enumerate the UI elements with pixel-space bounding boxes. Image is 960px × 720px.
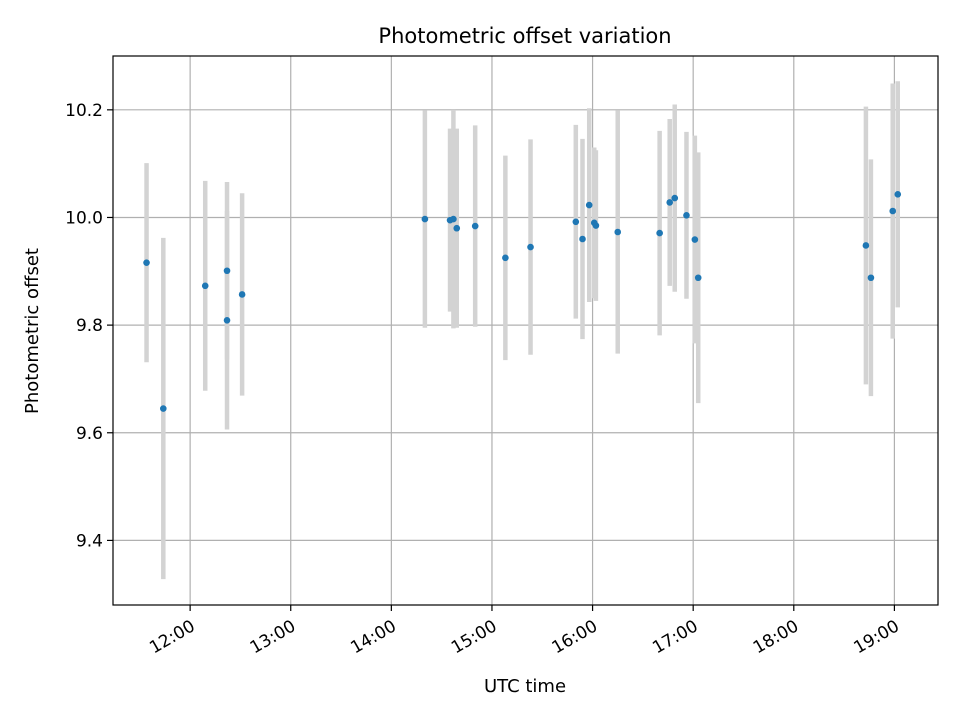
data-point	[453, 224, 461, 232]
data-point	[579, 235, 586, 243]
data-point	[671, 194, 679, 202]
data-point	[527, 243, 534, 251]
data-points	[143, 191, 902, 412]
y-axis-ticks: 9.4 9.6 9.8 10.0 10.2	[65, 101, 113, 551]
data-point	[143, 259, 150, 266]
chart-title: Photometric offset variation	[378, 24, 671, 48]
data-point	[666, 199, 674, 206]
data-point	[656, 229, 663, 237]
data-point	[201, 282, 209, 290]
data-point	[471, 222, 479, 230]
data-point	[691, 236, 699, 243]
y-tick-label: 9.6	[76, 424, 103, 444]
data-point	[238, 291, 246, 298]
data-point	[889, 207, 897, 215]
plot-frame	[112, 55, 939, 606]
data-point	[223, 316, 231, 324]
data-point	[450, 215, 457, 223]
data-point	[160, 405, 167, 412]
data-point	[694, 274, 702, 282]
data-point	[223, 267, 231, 275]
data-point	[894, 191, 902, 198]
data-point	[867, 274, 875, 282]
data-point	[572, 218, 580, 226]
y-axis-label: Photometric offset	[22, 248, 43, 414]
plot-area	[113, 56, 938, 605]
data-point	[421, 215, 429, 223]
data-point	[683, 212, 690, 219]
y-tick-label: 9.4	[76, 531, 103, 551]
data-point	[614, 228, 622, 236]
x-axis-label: UTC time	[484, 676, 566, 697]
data-point	[592, 222, 600, 229]
y-tick-label: 10.2	[65, 101, 103, 121]
data-point	[502, 254, 509, 262]
y-tick-label: 9.8	[76, 316, 103, 336]
y-tick-label: 10.0	[65, 208, 103, 228]
data-point	[585, 201, 593, 209]
data-point	[862, 242, 870, 249]
